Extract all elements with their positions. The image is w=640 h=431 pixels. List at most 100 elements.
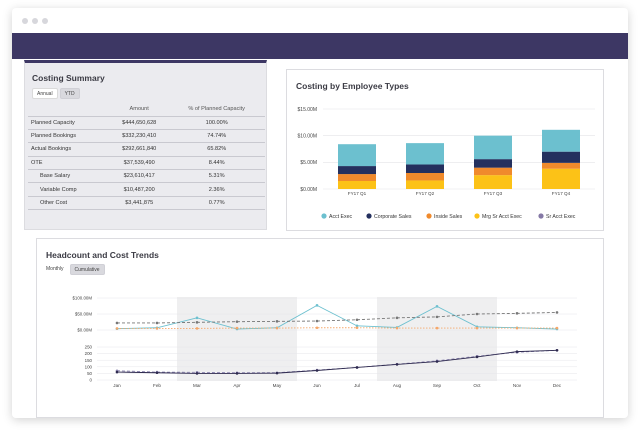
legend-label: Corporate Sales <box>374 214 412 220</box>
bar-segment <box>406 180 444 189</box>
window-dot-icon[interactable] <box>32 18 38 24</box>
series-line <box>117 327 557 329</box>
data-point <box>555 326 559 330</box>
data-point <box>195 316 199 320</box>
row-amount: $292,661,840 <box>110 142 169 157</box>
data-point <box>275 320 279 323</box>
table-row: OTE $37,539,490 8.44% <box>28 155 265 170</box>
legend-marker <box>538 213 544 219</box>
top-navbar <box>12 33 628 59</box>
bar-segment <box>338 181 376 189</box>
row-percent: 0.77% <box>168 195 265 211</box>
row-label: Actual Bookings <box>28 142 110 157</box>
x-tick-label: Jul <box>354 383 360 388</box>
x-tick-label: Aug <box>393 383 402 388</box>
row-amount: $3,441,875 <box>110 195 169 211</box>
bar-segment <box>474 167 512 176</box>
x-tick-label: FY17 Q3 <box>484 191 503 196</box>
toggle-cumulative[interactable]: Cumulative <box>69 264 105 275</box>
toggle-annual[interactable]: Annual <box>32 88 58 99</box>
row-label: Planned Capacity <box>28 115 110 130</box>
bar-segment <box>406 173 444 181</box>
y-tick-label: $5.00M <box>300 160 317 166</box>
x-tick-label: Oct <box>473 383 481 388</box>
bar-segment <box>474 175 512 189</box>
data-point <box>395 363 399 366</box>
legend-marker <box>321 213 327 219</box>
legend-label: Mrg Sr Acct Exec <box>482 214 522 220</box>
bar-segment <box>542 162 580 169</box>
data-point <box>475 355 479 359</box>
table-row: Actual Bookings $292,661,840 65.82% <box>28 142 265 157</box>
window-dot-icon[interactable] <box>42 18 48 24</box>
bar-segment <box>474 159 512 168</box>
y-tick-label: $0.00M <box>77 328 92 333</box>
row-label: Planned Bookings <box>28 128 110 143</box>
data-point <box>555 349 559 352</box>
row-label: Base Salary <box>28 169 110 183</box>
data-point <box>195 321 199 324</box>
highlight-band <box>377 297 497 381</box>
employee-chart-title: Costing by Employee Types <box>296 81 409 91</box>
bar-segment <box>542 168 580 189</box>
x-tick-label: Sep <box>433 383 442 388</box>
data-point <box>115 321 119 325</box>
x-tick-label: Nov <box>513 383 522 388</box>
data-point <box>155 371 159 375</box>
data-point <box>235 372 239 375</box>
data-point <box>355 318 359 322</box>
series-line <box>117 311 558 324</box>
data-point <box>195 327 199 330</box>
y-tick-label: $100.00M <box>72 296 92 301</box>
x-tick-label: FY17 Q2 <box>416 191 435 196</box>
table-row: Other Cost $3,441,875 0.77% <box>28 195 265 211</box>
data-point <box>475 326 479 330</box>
data-point <box>155 327 159 330</box>
employee-types-panel: Costing by Employee Types $0.00M $5.00M $1… <box>286 69 604 231</box>
x-tick-label: Apr <box>233 383 241 388</box>
costing-summary-panel: Costing Summary Annual YTD Amount % of P… <box>24 60 267 230</box>
data-point <box>115 370 119 374</box>
table-row: Planned Bookings $332,230,410 74.74% <box>28 128 265 143</box>
y-tick-label: $50.00M <box>75 312 92 317</box>
window-titlebar <box>12 8 628 33</box>
data-point <box>115 327 119 330</box>
row-amount: $37,539,490 <box>110 155 169 170</box>
x-tick-label: Feb <box>153 383 161 388</box>
bar-segment <box>406 143 444 165</box>
data-point <box>395 326 399 330</box>
data-point <box>315 304 319 307</box>
data-point <box>315 326 319 330</box>
highlight-band <box>177 297 297 381</box>
data-point <box>315 369 319 372</box>
data-point <box>355 366 359 369</box>
column-header: Amount <box>129 106 149 113</box>
y-tick-label: $0.00M <box>300 187 317 193</box>
period-toggle: Annual YTD <box>32 88 80 99</box>
legend-label: Sr Acct Exec <box>546 214 576 220</box>
table-row: Variable Comp $10,487,200 2.36% <box>28 182 265 197</box>
legend-marker <box>474 213 480 219</box>
bar-segment <box>338 174 376 181</box>
bar-segment <box>474 135 512 160</box>
data-point <box>275 326 279 330</box>
row-amount: $332,230,410 <box>110 128 169 143</box>
window-dot-icon[interactable] <box>22 18 28 24</box>
toggle-ytd[interactable]: YTD <box>59 88 80 99</box>
data-point <box>515 312 519 315</box>
row-percent: 8.44% <box>168 155 265 170</box>
x-tick-label: FY17 Q4 <box>552 191 571 196</box>
y-tick-label: 100 <box>85 364 93 369</box>
row-percent: 65.82% <box>168 142 265 157</box>
table-row: Planned Capacity $444,650,628 100.00% <box>28 115 265 130</box>
data-point <box>355 326 359 330</box>
row-amount: $23,610,417 <box>110 169 169 183</box>
legend-marker <box>426 213 432 219</box>
toggle-monthly[interactable]: Monthly <box>46 265 64 272</box>
row-percent: 5.31% <box>168 169 265 183</box>
y-tick-label: 250 <box>85 345 93 350</box>
data-point <box>235 320 239 323</box>
row-amount: $10,487,200 <box>110 182 169 197</box>
costing-summary-title: Costing Summary <box>32 73 105 83</box>
x-tick-label: FY17 Q1 <box>348 191 367 196</box>
